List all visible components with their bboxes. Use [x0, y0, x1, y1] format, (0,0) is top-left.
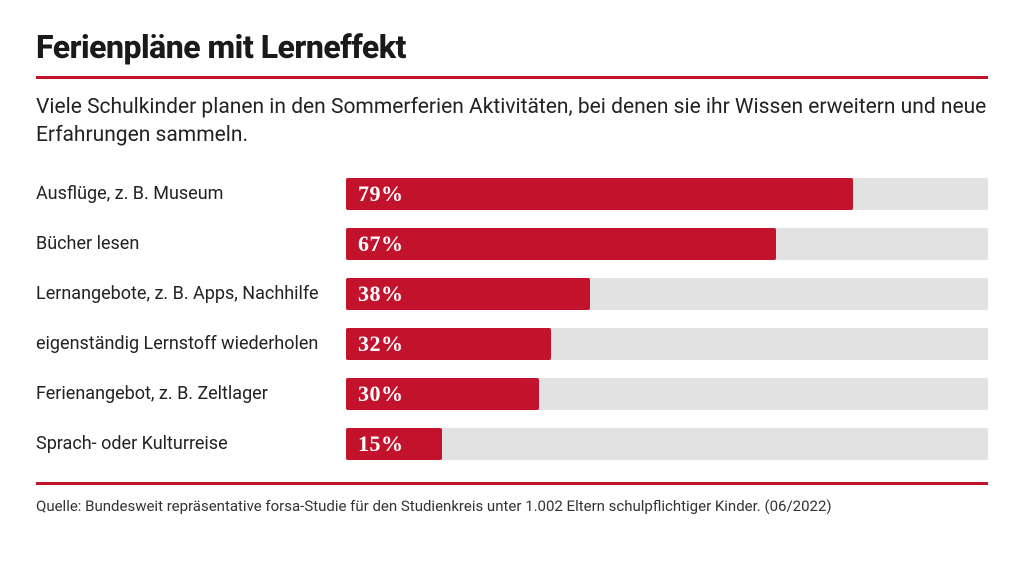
chart-source: Quelle: Bundesweit repräsentative forsa-… — [36, 497, 988, 515]
bar-fill: 67% — [346, 228, 776, 260]
bar-track: 15% — [346, 428, 988, 460]
bar-track: 79% — [346, 178, 988, 210]
bar-value: 15% — [358, 431, 404, 457]
chart-row: Lernangebote, z. B. Apps, Nachhilfe 38% — [36, 278, 988, 310]
bar-label: Sprach- oder Kulturreise — [36, 433, 346, 454]
bar-value: 38% — [358, 281, 404, 307]
chart-row: Sprach- oder Kulturreise 15% — [36, 428, 988, 460]
chart-title: Ferienpläne mit Lerneffekt — [36, 28, 988, 66]
rule-top — [36, 76, 988, 79]
bar-label: eigenständig Lernstoff wiederholen — [36, 333, 346, 354]
bar-fill: 32% — [346, 328, 551, 360]
bar-chart: Ausflüge, z. B. Museum 79% Bücher lesen 67%… — [36, 178, 988, 460]
rule-bottom — [36, 482, 988, 485]
bar-track: 38% — [346, 278, 988, 310]
bar-label: Lernangebote, z. B. Apps, Nachhilfe — [36, 283, 346, 304]
bar-track: 32% — [346, 328, 988, 360]
chart-row: eigenständig Lernstoff wiederholen 32% — [36, 328, 988, 360]
bar-value: 79% — [358, 181, 404, 207]
bar-fill: 30% — [346, 378, 539, 410]
bar-fill: 38% — [346, 278, 590, 310]
chart-row: Ferienangebot, z. B. Zeltlager 30% — [36, 378, 988, 410]
bar-track: 30% — [346, 378, 988, 410]
bar-label: Ferienangebot, z. B. Zeltlager — [36, 383, 346, 404]
chart-row: Bücher lesen 67% — [36, 228, 988, 260]
bar-value: 67% — [358, 231, 404, 257]
bar-label: Ausflüge, z. B. Museum — [36, 183, 346, 204]
bar-track: 67% — [346, 228, 988, 260]
bar-value: 30% — [358, 381, 404, 407]
bar-value: 32% — [358, 331, 404, 357]
chart-subtitle: Viele Schulkinder planen in den Sommerfe… — [36, 93, 988, 150]
bar-label: Bücher lesen — [36, 233, 346, 254]
bar-fill: 79% — [346, 178, 853, 210]
bar-fill: 15% — [346, 428, 442, 460]
chart-row: Ausflüge, z. B. Museum 79% — [36, 178, 988, 210]
